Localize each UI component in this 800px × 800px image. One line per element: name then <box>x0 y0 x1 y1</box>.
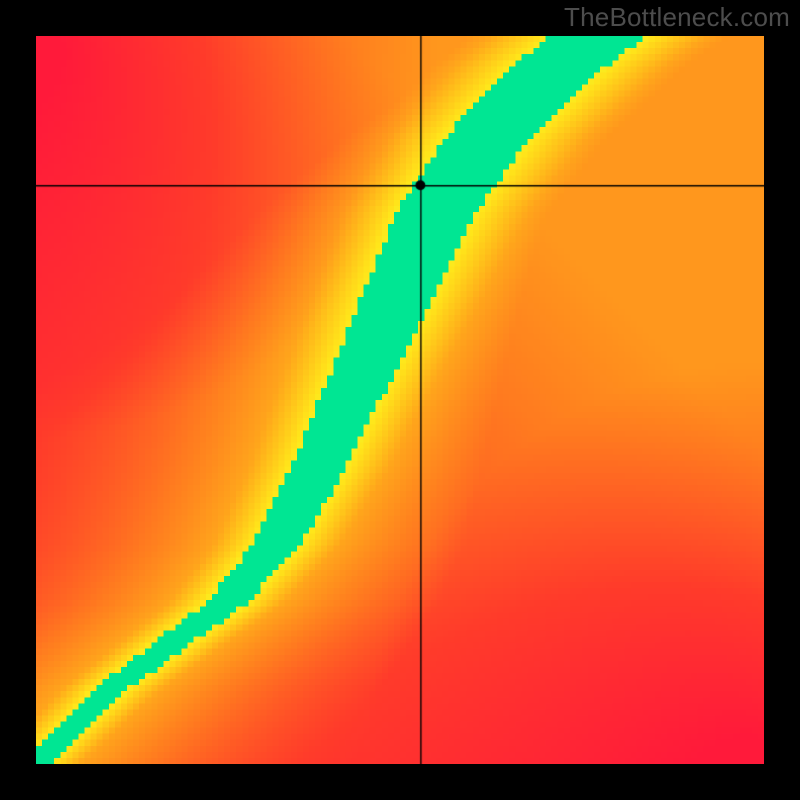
watermark-label: TheBottleneck.com <box>564 2 790 33</box>
crosshair-overlay-canvas <box>36 36 764 764</box>
chart-frame: TheBottleneck.com <box>0 0 800 800</box>
